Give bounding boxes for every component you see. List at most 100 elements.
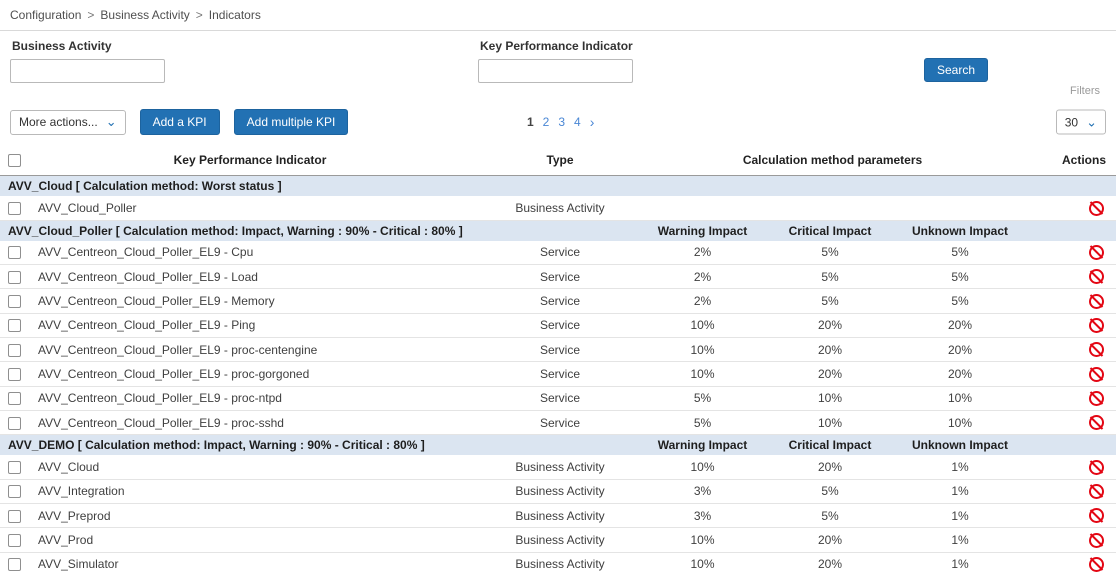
kpi-row: AVV_Centreon_Cloud_Poller_EL9 - Cpu Servi… xyxy=(0,240,1116,265)
kpi-name: AVV_Centreon_Cloud_Poller_EL9 - Cpu xyxy=(30,240,470,265)
row-checkbox[interactable] xyxy=(8,246,21,260)
kpi-input[interactable] xyxy=(478,59,633,83)
page-size-select[interactable]: 30 ⌄ xyxy=(1055,109,1106,135)
unknown-impact-value: 1% xyxy=(905,479,1016,504)
row-checkbox[interactable] xyxy=(8,295,21,309)
row-checkbox[interactable] xyxy=(8,270,21,284)
row-checkbox[interactable] xyxy=(8,558,21,572)
next-page-icon[interactable]: › xyxy=(589,114,595,130)
disable-icon[interactable] xyxy=(1089,415,1105,431)
search-button[interactable]: Search xyxy=(923,58,988,82)
group-header-row: AVV_Cloud_Poller [ Calculation method: I… xyxy=(0,220,1116,241)
warning-impact-value: 10% xyxy=(650,361,755,387)
row-checkbox[interactable] xyxy=(8,392,21,406)
disable-icon[interactable] xyxy=(1089,532,1105,548)
page-link-4[interactable]: 4 xyxy=(574,115,581,129)
unknown-impact-value: 5% xyxy=(905,264,1016,290)
disable-icon[interactable] xyxy=(1089,293,1105,309)
critical-impact-value: 5% xyxy=(755,479,905,504)
add-kpi-button[interactable]: Add a KPI xyxy=(139,109,220,135)
impact-column-header: Unknown Impact xyxy=(905,434,1016,456)
kpi-type: Service xyxy=(470,288,650,314)
column-header-calculation: Calculation method parameters xyxy=(650,145,1016,177)
kpi-row: AVV_Centreon_Cloud_Poller_EL9 - Ping Serv… xyxy=(0,313,1116,338)
business-activity-input[interactable] xyxy=(10,59,165,83)
disable-icon[interactable] xyxy=(1089,366,1105,382)
critical-impact-value: 5% xyxy=(755,503,905,529)
warning-impact-value xyxy=(650,196,755,221)
kpi-row: AVV_Simulator Business Activity 10% 20% 1% xyxy=(0,552,1116,573)
critical-impact-value: 5% xyxy=(755,240,905,265)
unknown-impact-value: 10% xyxy=(905,386,1016,411)
row-checkbox[interactable] xyxy=(8,534,21,548)
page-size-value: 30 xyxy=(1064,115,1079,129)
critical-impact-value: 20% xyxy=(755,527,905,553)
column-header-actions: Actions xyxy=(1015,145,1116,177)
kpi-type: Service xyxy=(470,313,650,338)
kpi-row: AVV_Centreon_Cloud_Poller_EL9 - Memory Se… xyxy=(0,288,1116,314)
kpi-name: AVV_Preprod xyxy=(30,503,470,529)
row-checkbox[interactable] xyxy=(8,509,21,523)
impact-column-header: Unknown Impact xyxy=(905,220,1016,241)
kpi-type: Business Activity xyxy=(470,552,650,573)
more-actions-select[interactable]: More actions... ⌄ xyxy=(10,109,126,135)
disable-icon[interactable] xyxy=(1089,556,1105,572)
kpi-type: Service xyxy=(470,410,650,436)
breadcrumb-separator: > xyxy=(195,8,203,22)
kpi-name: AVV_Centreon_Cloud_Poller_EL9 - proc-ssh… xyxy=(30,410,470,436)
group-title: AVV_DEMO [ Calculation method: Impact, W… xyxy=(0,434,650,456)
disable-icon[interactable] xyxy=(1089,269,1105,285)
page-link-3[interactable]: 3 xyxy=(558,115,566,129)
unknown-impact-value: 5% xyxy=(905,240,1016,265)
critical-impact-value: 10% xyxy=(755,386,905,411)
kpi-name: AVV_Centreon_Cloud_Poller_EL9 - Memory xyxy=(30,288,470,314)
disable-icon[interactable] xyxy=(1089,459,1105,475)
kpi-label: Key Performance Indicator xyxy=(480,39,633,53)
page-link-2[interactable]: 2 xyxy=(542,115,550,129)
disable-icon[interactable] xyxy=(1089,342,1105,358)
row-checkbox[interactable] xyxy=(8,343,21,357)
kpi-row: AVV_Cloud Business Activity 10% 20% 1% xyxy=(0,455,1116,480)
row-checkbox[interactable] xyxy=(8,319,21,333)
critical-impact-value: 5% xyxy=(755,264,905,290)
business-activity-label: Business Activity xyxy=(12,39,112,53)
disable-icon[interactable] xyxy=(1089,200,1105,216)
row-checkbox[interactable] xyxy=(8,461,21,475)
disable-icon[interactable] xyxy=(1089,390,1105,406)
disable-icon[interactable] xyxy=(1089,483,1105,499)
kpi-name: AVV_Cloud_Poller xyxy=(30,196,470,221)
breadcrumb-indicators[interactable]: Indicators xyxy=(208,8,261,22)
filters-toggle[interactable]: Filters xyxy=(1070,85,1100,97)
kpi-type: Service xyxy=(470,264,650,290)
critical-impact-value: 5% xyxy=(755,288,905,314)
warning-impact-value: 3% xyxy=(650,479,755,504)
critical-impact-value: 10% xyxy=(755,410,905,436)
pagination: 1 2 3 4 › xyxy=(527,115,594,129)
kpi-type: Service xyxy=(470,386,650,411)
group-title: AVV_Cloud [ Calculation method: Worst st… xyxy=(0,175,650,197)
impact-column-header: Critical Impact xyxy=(755,220,905,241)
row-checkbox[interactable] xyxy=(8,368,21,382)
critical-impact-value: 20% xyxy=(755,455,905,480)
kpi-row: AVV_Cloud_Poller Business Activity xyxy=(0,196,1116,221)
kpi-row: AVV_Centreon_Cloud_Poller_EL9 - proc-ssh… xyxy=(0,410,1116,436)
kpi-row: AVV_Prod Business Activity 10% 20% 1% xyxy=(0,527,1116,553)
critical-impact-value: 20% xyxy=(755,361,905,387)
row-checkbox[interactable] xyxy=(8,202,21,216)
add-multiple-kpi-button[interactable]: Add multiple KPI xyxy=(233,109,349,135)
disable-icon[interactable] xyxy=(1089,317,1105,333)
group-header-row: AVV_Cloud [ Calculation method: Worst st… xyxy=(0,175,1116,197)
disable-icon[interactable] xyxy=(1089,508,1105,524)
kpi-type: Business Activity xyxy=(470,455,650,480)
select-all-checkbox[interactable] xyxy=(8,154,21,168)
impact-column-header xyxy=(650,175,755,197)
impact-column-header: Warning Impact xyxy=(650,434,755,456)
breadcrumb-business-activity[interactable]: Business Activity xyxy=(100,8,190,22)
row-checkbox[interactable] xyxy=(8,416,21,430)
row-checkbox[interactable] xyxy=(8,485,21,499)
warning-impact-value: 10% xyxy=(650,552,755,573)
breadcrumb-configuration[interactable]: Configuration xyxy=(10,8,82,22)
warning-impact-value: 2% xyxy=(650,264,755,290)
disable-icon[interactable] xyxy=(1089,244,1105,260)
unknown-impact-value: 1% xyxy=(905,527,1016,553)
